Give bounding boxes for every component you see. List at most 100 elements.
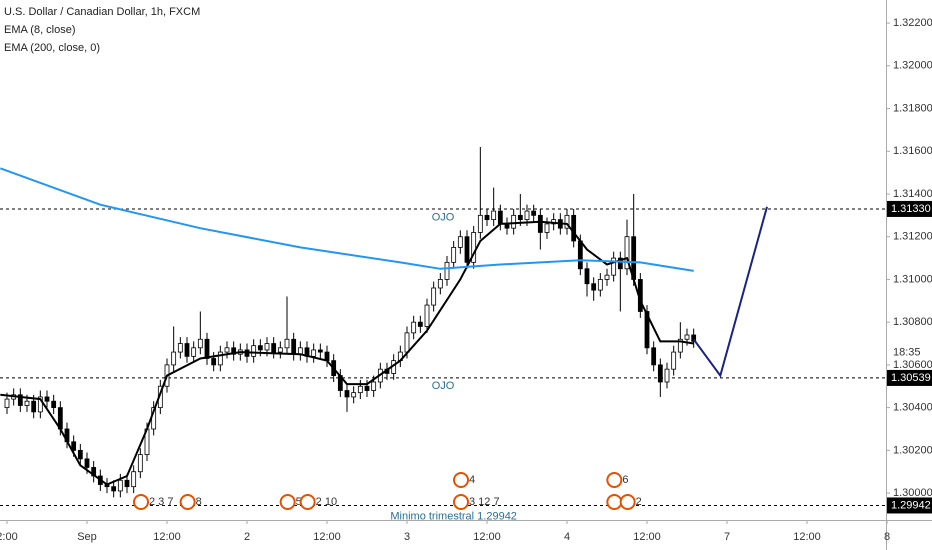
y-tick-label: 1.30200	[893, 444, 932, 456]
candle-body	[671, 351, 677, 370]
candle-body	[644, 311, 650, 349]
x-tick-label: 2	[244, 531, 250, 543]
event-count: 6	[622, 474, 628, 486]
event-count: 4	[469, 474, 475, 486]
ema-line	[0, 167, 694, 272]
event-icon	[606, 494, 623, 510]
candle-body	[264, 343, 270, 351]
candle-body	[431, 287, 437, 306]
candle-body	[371, 381, 377, 391]
candle-body	[51, 400, 57, 409]
event-icon	[619, 494, 636, 510]
candle-body	[651, 347, 657, 366]
event-icon	[179, 494, 196, 510]
candle-body	[457, 236, 463, 248]
candle-body	[664, 368, 670, 383]
candle-body	[351, 392, 357, 398]
x-tick-label: 12:00	[313, 531, 341, 543]
candle-body	[524, 210, 530, 221]
candle-body	[71, 441, 77, 451]
candle-body	[591, 283, 597, 291]
legend-entry: EMA (8, close)	[4, 24, 76, 36]
countdown: 18:35	[893, 346, 921, 358]
candle-body	[317, 349, 323, 353]
candle-body	[311, 349, 317, 357]
candle-body	[624, 236, 630, 270]
event-icon	[279, 494, 296, 510]
candle-body	[84, 458, 90, 468]
y-tick-label: 1.32000	[893, 60, 932, 72]
candle-body	[357, 385, 363, 394]
candle-body	[271, 343, 277, 353]
candle-body	[404, 332, 410, 353]
level-label: 1.30539	[891, 372, 931, 384]
candle-body	[657, 364, 663, 383]
y-tick-label: 1.30800	[893, 316, 932, 328]
candle-body	[437, 279, 443, 289]
candle-body	[204, 338, 210, 359]
candle-body	[344, 390, 350, 398]
x-tick-label: 12:00	[473, 531, 501, 543]
candle-body	[424, 304, 430, 327]
x-tick-label: 12:00	[793, 531, 821, 543]
x-tick-label: 8	[884, 531, 890, 543]
candle-body	[17, 394, 23, 406]
candle-body	[411, 321, 417, 334]
level-label-box	[887, 369, 932, 386]
candle-body	[464, 236, 470, 263]
candle-body	[31, 400, 37, 413]
candle-body	[577, 240, 583, 270]
candle-body	[497, 210, 503, 225]
candle-body	[444, 261, 450, 280]
event-icon	[606, 472, 623, 488]
candle-body	[211, 358, 217, 366]
candle-body	[111, 486, 117, 492]
candle-body	[251, 345, 257, 357]
candle-body	[231, 347, 237, 355]
candle-body	[124, 479, 130, 488]
candle-body	[177, 343, 183, 353]
event-count: 2 10	[316, 496, 337, 508]
candle-body	[617, 257, 623, 270]
candle-body	[24, 400, 30, 406]
x-tick-label: 12:00	[633, 531, 661, 543]
candle-body	[471, 232, 477, 263]
legend-entry: EMA (200, close, 0)	[4, 42, 100, 54]
x-tick-label: 7	[724, 531, 730, 543]
candle-body	[597, 279, 603, 291]
candle-body	[484, 214, 490, 221]
y-tick-label: 1.30600	[893, 359, 932, 371]
y-tick-label: 1.31200	[893, 231, 932, 243]
candle-body	[571, 214, 577, 242]
candle-body	[131, 471, 137, 488]
y-tick-label: 1.31600	[893, 145, 932, 157]
candle-body	[171, 351, 177, 366]
candle-body	[191, 347, 197, 357]
candle-body	[77, 449, 83, 460]
candle-body	[684, 334, 690, 340]
candle-body	[197, 338, 203, 349]
candle-body	[537, 214, 543, 233]
candle-body	[364, 385, 370, 391]
candle-body	[584, 268, 590, 285]
candle-body	[277, 347, 283, 353]
x-tick-label: 12:00	[153, 531, 181, 543]
event-count: 2	[636, 496, 642, 508]
candle-body	[511, 214, 517, 229]
candle-body	[137, 454, 143, 473]
x-tick-label: 2:00	[0, 531, 18, 543]
event-count: 2 3 7	[149, 496, 173, 508]
y-tick-label: 1.31400	[893, 188, 932, 200]
candle-body	[284, 338, 290, 349]
level-label-box	[887, 200, 932, 217]
y-tick-label: 1.30400	[893, 402, 932, 414]
event-icon	[133, 494, 149, 510]
candle-body	[4, 398, 10, 409]
event-count: 3 12 7	[469, 496, 500, 508]
event-count: 8	[196, 496, 202, 508]
candle-body	[677, 338, 683, 353]
level-label: 1.29942	[891, 499, 931, 511]
chart-title: U.S. Dollar / Canadian Dollar, 1h, FXCM	[4, 6, 200, 18]
candle-body	[37, 396, 43, 413]
